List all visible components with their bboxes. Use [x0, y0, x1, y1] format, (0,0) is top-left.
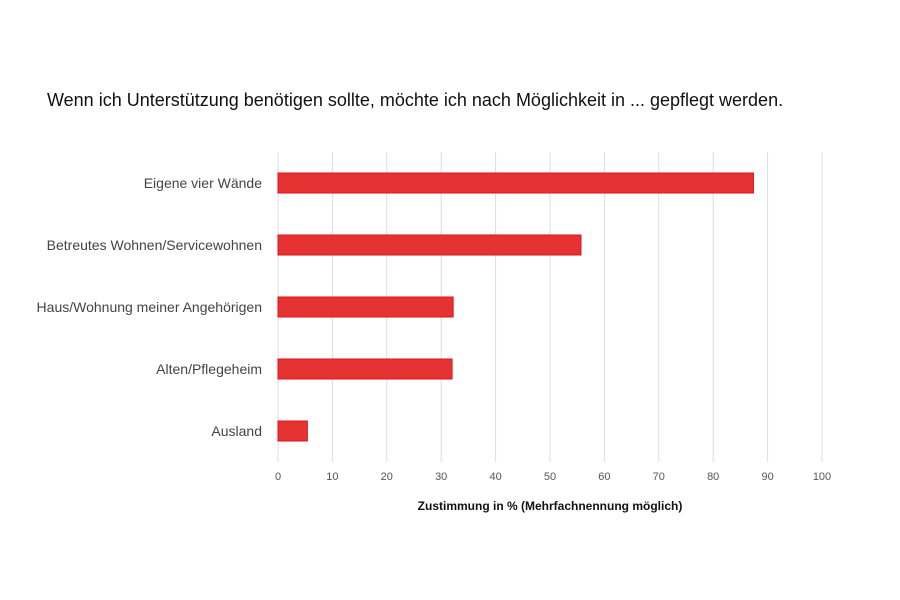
category-label: Alten/Pflegeheim — [156, 361, 262, 377]
bar — [277, 234, 582, 256]
x-tick-label: 50 — [544, 471, 556, 483]
category-label: Betreutes Wohnen/Servicewohnen — [47, 237, 262, 253]
x-tick-label: 10 — [326, 471, 338, 483]
category-label: Eigene vier Wände — [144, 175, 263, 191]
x-tick-label: 0 — [275, 471, 281, 483]
x-tick-label: 60 — [598, 471, 610, 483]
x-axis-label: Zustimmung in % (Mehrfachnennung möglich… — [418, 499, 683, 513]
bar — [277, 172, 754, 194]
bar — [277, 420, 308, 442]
bar — [277, 358, 453, 380]
x-tick-label: 40 — [489, 471, 501, 483]
chart-title: Wenn ich Unterstützung benötigen sollte,… — [47, 90, 784, 110]
x-tick-label: 90 — [761, 471, 773, 483]
category-label: Ausland — [211, 423, 262, 439]
category-label: Haus/Wohnung meiner Angehörigen — [37, 299, 262, 315]
x-tick-label: 70 — [653, 471, 665, 483]
x-tick-label: 100 — [813, 471, 831, 483]
bar — [277, 296, 454, 318]
x-tick-label: 30 — [435, 471, 447, 483]
x-tick-label: 80 — [707, 471, 719, 483]
x-tick-label: 20 — [381, 471, 393, 483]
